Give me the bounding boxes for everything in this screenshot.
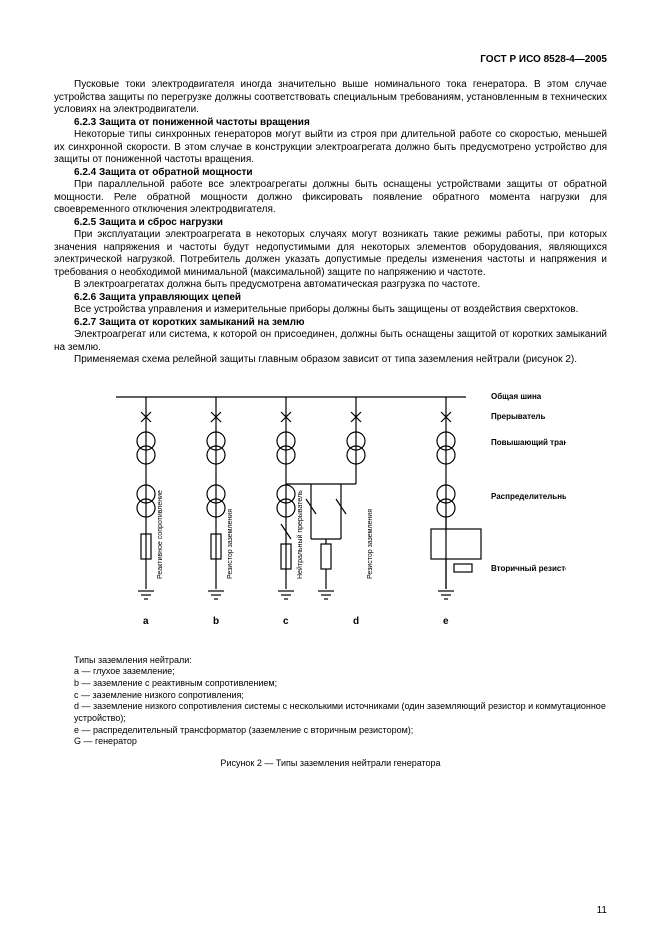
figure-2-svg: Реактивное сопротивление Резистор заземл… <box>96 379 566 649</box>
heading-627: 6.2.7 Защита от коротких замыканий на зе… <box>54 317 607 330</box>
legend-a: a — глухое заземление; <box>74 666 607 678</box>
legend-e: e — распределительный трансформатор (заз… <box>74 725 607 737</box>
legend-lead: Типы заземления нейтрали: <box>74 655 607 667</box>
label-col-a: Реактивное сопротивление <box>157 489 164 578</box>
letter-b: b <box>213 616 219 627</box>
figure-legend: Типы заземления нейтрали: a — глухое заз… <box>54 655 607 749</box>
label-distrib: Распределительный трансформатор <box>491 492 566 501</box>
page: ГОСТ Р ИСО 8528-4—2005 Пусковые токи эле… <box>0 0 661 936</box>
figure-caption: Рисунок 2 — Типы заземления нейтрали ген… <box>54 758 607 768</box>
page-number: 11 <box>597 905 607 916</box>
para-627-1: Электроагрегат или система, к которой он… <box>54 329 607 354</box>
letter-a: a <box>143 616 149 627</box>
para-623: Некоторые типы синхронных генераторов мо… <box>54 129 607 167</box>
figure-2: Реактивное сопротивление Резистор заземл… <box>54 379 607 769</box>
letter-c: c <box>283 616 289 627</box>
letter-d: d <box>353 616 359 627</box>
letter-e: e <box>443 616 449 627</box>
para-intro: Пусковые токи электродвигателя иногда зн… <box>54 79 607 117</box>
legend-c: c — заземление низкого сопротивления; <box>74 690 607 702</box>
legend-d: d — заземление низкого сопротивления сис… <box>74 701 607 724</box>
para-627-2: Применяемая схема релейной защиты главны… <box>54 354 607 367</box>
heading-626: 6.2.6 Защита управляющих цепей <box>54 292 607 305</box>
label-col-c: Нейтральный прерыватель <box>296 489 304 578</box>
para-626: Все устройства управления и измерительны… <box>54 304 607 317</box>
heading-623: 6.2.3 Защита от пониженной частоты враще… <box>54 117 607 130</box>
label-bus: Общая шина <box>491 392 542 401</box>
para-625-2: В электроагрегатах должна быть предусмот… <box>54 279 607 292</box>
label-sec-res: Вторичный резистор <box>491 564 566 573</box>
document-header: ГОСТ Р ИСО 8528-4—2005 <box>54 54 607 65</box>
label-col-b: Резистор заземления <box>227 508 234 578</box>
label-breaker: Прерыватель <box>491 412 546 421</box>
para-625-1: При эксплуатации электроагрегата в некот… <box>54 229 607 279</box>
label-col-d: Резистор заземления <box>367 508 374 578</box>
heading-625: 6.2.5 Защита и сброс нагрузки <box>54 217 607 230</box>
legend-b: b — заземление с реактивным сопротивлени… <box>74 678 607 690</box>
heading-624: 6.2.4 Защита от обратной мощности <box>54 167 607 180</box>
para-624: При параллельной работе все электроагрег… <box>54 179 607 217</box>
legend-g: G — генератор <box>74 736 607 748</box>
label-step-up: Повышающий трансформатор <box>491 438 566 447</box>
